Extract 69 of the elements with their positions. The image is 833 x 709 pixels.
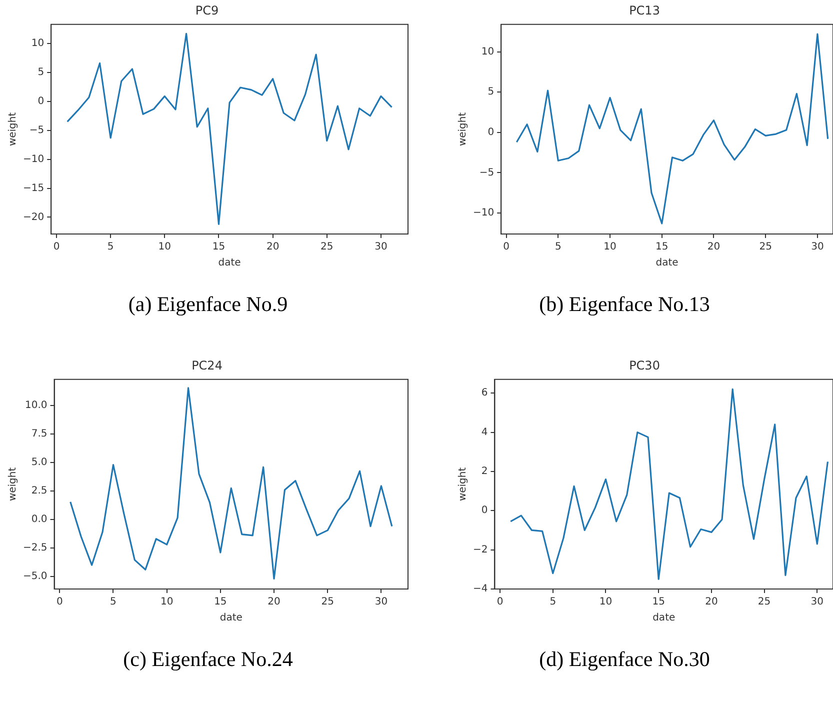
x-axis-title: date bbox=[652, 612, 676, 624]
x-tick-label: 30 bbox=[810, 596, 824, 608]
x-tick-label: 5 bbox=[110, 596, 116, 608]
x-tick-label: 0 bbox=[53, 242, 60, 253]
y-tick-label: −15 bbox=[22, 182, 44, 194]
y-tick-label: 7.5 bbox=[31, 428, 48, 440]
y-tick-label: 5.0 bbox=[31, 457, 48, 468]
x-tick-label: 0 bbox=[56, 596, 63, 608]
y-tick-label: 0 bbox=[38, 96, 44, 107]
x-tick-label: 20 bbox=[266, 242, 280, 253]
chart-title: PC24 bbox=[192, 358, 222, 372]
x-tick-label: 20 bbox=[268, 596, 280, 608]
y-tick-label: −20 bbox=[22, 212, 44, 223]
y-tick-label: 2.5 bbox=[31, 486, 48, 497]
x-tick-label: 20 bbox=[707, 242, 720, 253]
y-tick-label: −2.5 bbox=[22, 542, 48, 554]
x-tick-label: 25 bbox=[758, 596, 771, 608]
y-tick-label: 6 bbox=[481, 388, 488, 399]
y-axis-title: weight bbox=[458, 467, 469, 502]
y-tick-label: −10 bbox=[22, 154, 44, 165]
y-tick-label: 10.0 bbox=[25, 400, 48, 412]
y-tick-label: 4 bbox=[481, 426, 488, 438]
x-tick-label: 15 bbox=[652, 596, 665, 608]
x-tick-label: 25 bbox=[759, 242, 772, 253]
x-tick-label: 10 bbox=[160, 596, 174, 608]
x-tick-label: 30 bbox=[811, 242, 824, 253]
y-tick-label: −4 bbox=[472, 584, 488, 595]
y-tick-label: 0 bbox=[481, 505, 488, 516]
chart-title: PC13 bbox=[629, 3, 660, 18]
x-tick-label: 0 bbox=[503, 242, 510, 253]
x-tick-label: 10 bbox=[599, 596, 612, 608]
y-tick-label: −5.0 bbox=[22, 571, 48, 582]
y-axis-title: weight bbox=[8, 112, 19, 146]
y-tick-label: −5 bbox=[29, 124, 44, 136]
y-tick-label: 5 bbox=[488, 86, 494, 98]
x-tick-label: 25 bbox=[321, 596, 334, 608]
text: (a) Eigenface No.9 bbox=[127, 292, 289, 317]
y-tick-label: 0.0 bbox=[31, 514, 48, 526]
x-tick-label: 15 bbox=[214, 596, 227, 608]
chart-title: PC30 bbox=[629, 358, 660, 372]
x-tick-label: 5 bbox=[554, 242, 562, 253]
y-tick-label: 10 bbox=[481, 46, 494, 58]
x-axis-title: date bbox=[656, 258, 678, 269]
text: (c) Eigenface No.24 bbox=[122, 647, 294, 672]
x-tick-label: 30 bbox=[374, 242, 388, 253]
x-tick-label: 0 bbox=[496, 596, 504, 608]
text: (d) Eigenface No.30 bbox=[538, 647, 711, 672]
y-axis-title: weight bbox=[458, 112, 469, 146]
x-tick-label: 20 bbox=[705, 596, 718, 608]
x-axis-title: date bbox=[220, 612, 242, 624]
text: (b) Eigenface No.13 bbox=[538, 292, 711, 317]
x-tick-label: 15 bbox=[212, 242, 226, 253]
x-tick-label: 10 bbox=[158, 242, 172, 253]
y-tick-label: 2 bbox=[481, 466, 488, 478]
chart-title: PC9 bbox=[195, 3, 219, 18]
y-tick-label: −10 bbox=[472, 208, 494, 219]
x-tick-label: 5 bbox=[107, 242, 114, 253]
y-tick-label: 5 bbox=[38, 67, 44, 78]
y-axis-title: weight bbox=[8, 467, 19, 502]
y-tick-label: −2 bbox=[472, 544, 488, 556]
y-tick-label: 10 bbox=[31, 38, 44, 50]
y-tick-label: −5 bbox=[479, 167, 494, 178]
x-tick-label: 15 bbox=[656, 242, 668, 253]
y-tick-label: 0 bbox=[488, 127, 494, 138]
x-tick-label: 5 bbox=[550, 596, 556, 608]
x-tick-label: 10 bbox=[604, 242, 616, 253]
x-tick-label: 25 bbox=[320, 242, 334, 253]
x-tick-label: 30 bbox=[374, 596, 388, 608]
x-axis-title: date bbox=[218, 258, 241, 269]
